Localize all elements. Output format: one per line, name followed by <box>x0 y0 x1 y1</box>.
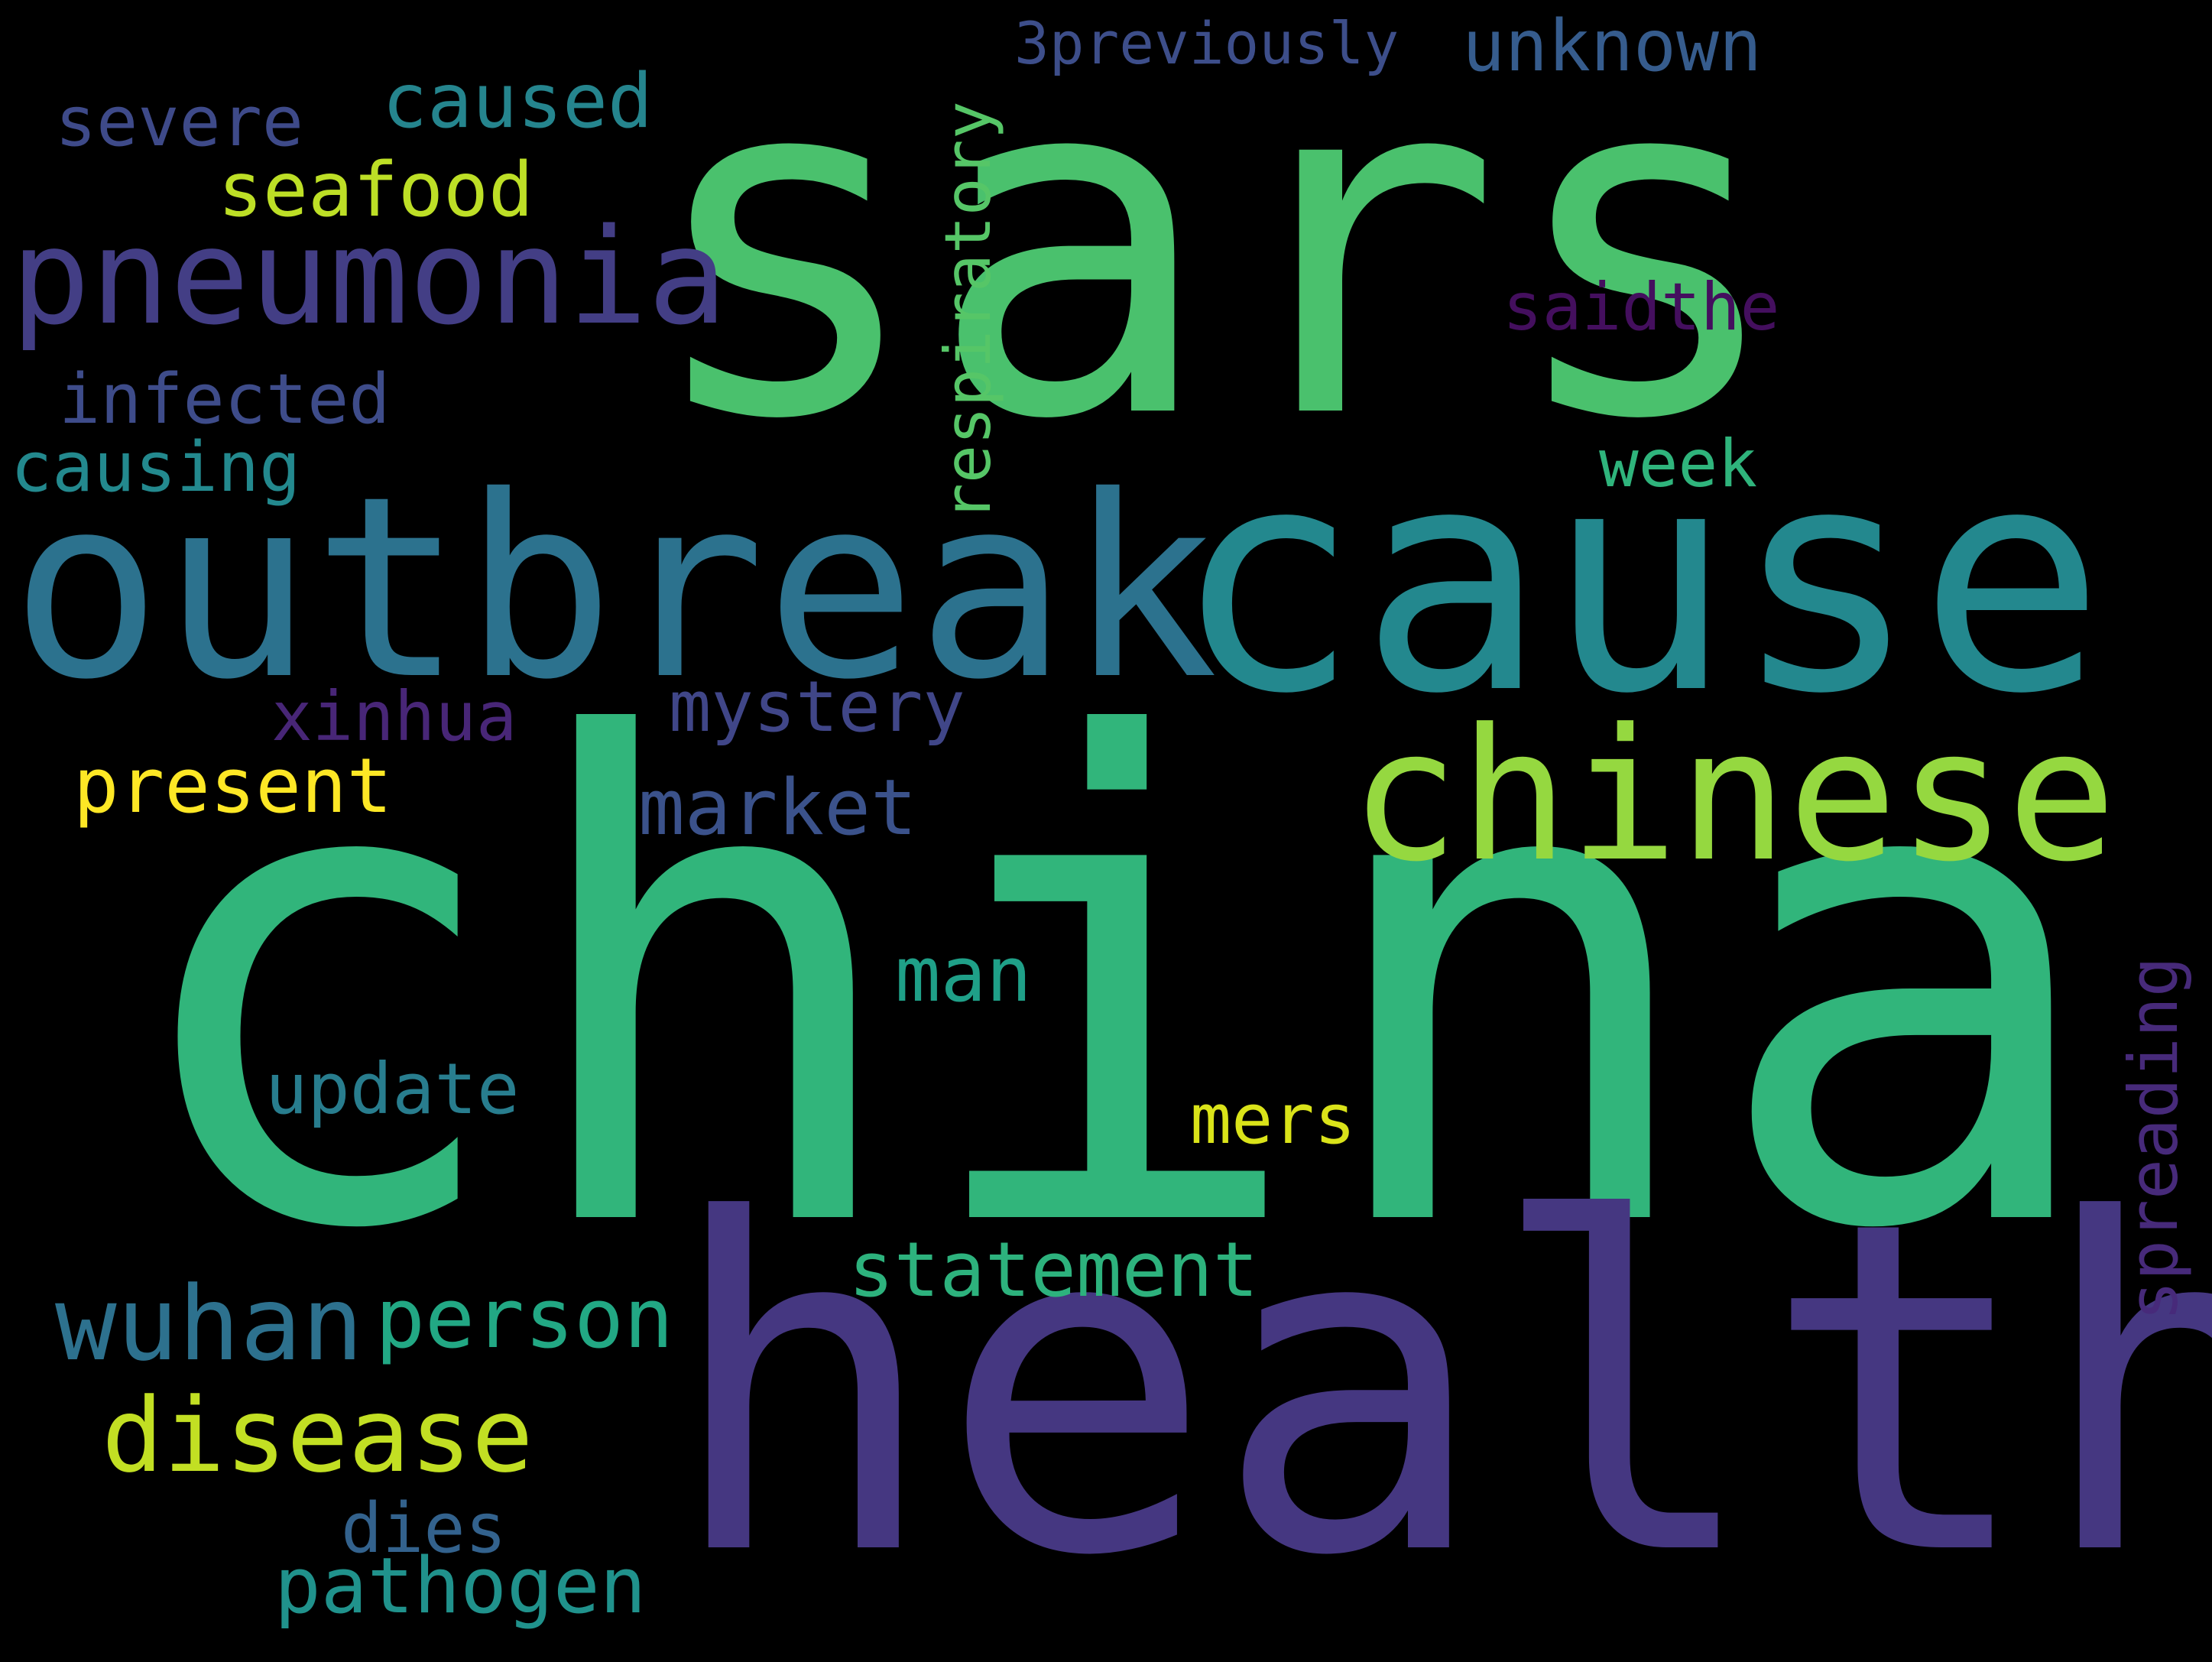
word-chinese: chinese <box>1350 690 2117 902</box>
word-dies: dies <box>341 1488 507 1569</box>
word-mystery: mystery <box>669 666 965 748</box>
word-statement: statement <box>848 1226 1259 1314</box>
word-unknown: unknown <box>1462 5 1762 87</box>
word-wuhan: wuhan <box>55 1264 364 1384</box>
word-update: update <box>265 1048 520 1130</box>
word-severe: severe <box>55 82 304 162</box>
word-saidthe: saidthe <box>1503 269 1780 346</box>
word-week: week <box>1599 426 1758 502</box>
word-xinhua: xinhua <box>271 677 517 756</box>
word-man: man <box>895 931 1032 1019</box>
word-seafood: seafood <box>218 147 534 234</box>
word-pathogen: pathogen <box>274 1540 647 1631</box>
word-disease: disease <box>102 1376 534 1495</box>
word-mers: mers <box>1190 1079 1356 1160</box>
word-caused: caused <box>382 58 654 145</box>
word-pneumonia: pneumonia <box>11 200 728 354</box>
word-person: person <box>375 1271 674 1367</box>
word-infected: infected <box>59 359 391 440</box>
word-cause: cause <box>1173 401 2106 761</box>
word-present: present <box>73 742 393 830</box>
word-health: health <box>665 1125 2212 1655</box>
word-causing: causing <box>11 427 301 508</box>
word-china: china <box>115 603 2107 1374</box>
word-outbreak: outbreak <box>11 443 1218 735</box>
word-3previously: 3previously <box>1014 9 1400 77</box>
word-spreading: spreading <box>2114 956 2193 1321</box>
word-market: market <box>638 762 917 852</box>
word-respiratory: respiratory <box>931 101 1005 521</box>
word-sars: sars <box>641 0 1789 524</box>
